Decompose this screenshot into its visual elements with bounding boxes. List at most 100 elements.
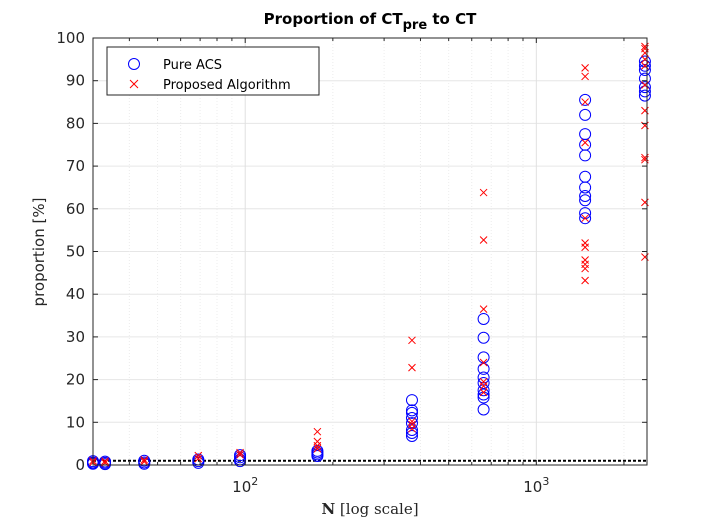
cross-stroke [408,336,416,345]
pure-acs-point [579,128,592,141]
x-axis-label: N [log scale] [321,500,418,518]
cross-stroke [140,456,149,464]
cross-stroke [479,305,488,313]
x-axis-label-symbol: N [321,500,335,518]
pure-acs-point [405,406,418,419]
cross-stroke [479,388,488,397]
pure-acs-point [638,85,651,98]
cross-stroke [194,454,203,463]
proposed-algorithm-point [194,451,203,460]
pure-acs-point [405,394,418,407]
x-tick-label-exponent: 3 [542,475,549,488]
x-tick-label: 103 [523,475,549,496]
cross-stroke [194,451,203,460]
pure-acs-point [579,212,592,225]
cross-stroke [479,236,488,244]
chart-title: Proportion of CTpre to CT [264,10,477,33]
x-tick-label: 102 [232,475,258,496]
axis-ticks [92,37,647,466]
pure-acs-point [638,59,651,72]
proposed-algorithm-point [408,420,416,429]
cross-stroke [581,138,589,147]
proposed-algorithm-point [194,454,203,463]
cross-stroke [313,437,322,446]
y-tick-label: 90 [66,72,85,90]
proposed-algorithm-point [581,64,589,72]
legend-box [106,46,320,96]
pure-acs-point [477,331,490,344]
cross-stroke [101,457,109,466]
pure-acs-point [638,81,651,94]
x-tick-label-base: 10 [232,478,251,496]
title-subscript: pre [403,18,428,33]
y-axis-label: proportion [%] [30,198,48,307]
pure-acs-point [638,72,651,85]
cross-stroke [140,457,149,466]
cross-stroke [236,448,244,457]
y-tick-label: 20 [66,371,85,389]
x-axis-label-rest: [log scale] [335,500,418,518]
pure-acs-point [579,194,592,207]
proposed-algorithm-point [140,456,149,464]
cross-stroke [581,64,589,72]
proposed-algorithm-point [581,276,589,285]
cross-stroke [313,444,322,453]
proposed-algorithm-point [581,256,589,264]
cross-stroke [581,98,589,106]
title-main: Proportion of CT [264,10,404,28]
pure-acs-point [477,388,490,401]
cross-stroke [408,420,416,429]
pure-acs-point [405,426,418,439]
proposed-algorithm-point [581,138,589,147]
cross-stroke [479,358,488,367]
y-tick-label: 60 [66,200,85,218]
pure-acs-point [405,429,418,442]
cross-stroke [313,427,322,436]
pure-acs-point [477,377,490,390]
proposed-algorithm-point [479,388,488,397]
cross-stroke [408,363,416,372]
cross-stroke [581,256,589,264]
cross-stroke [581,214,589,223]
grid-lines [92,37,647,466]
proposed-algorithm-point [479,188,488,197]
pure-acs-point [638,64,651,77]
pure-acs-point [477,362,490,375]
proposed-algorithm-point [313,444,322,453]
cross-stroke [479,377,488,386]
y-tick-label: 100 [56,29,85,47]
cross-stroke [581,276,589,285]
y-tick-label: 40 [66,285,85,303]
pure-acs-point [138,454,151,467]
proposed-algorithm-point [236,450,244,459]
proposed-algorithm-point [408,417,416,426]
proposed-algorithm-point [479,236,488,244]
pure-acs-point [234,449,247,462]
legend-marker-cross [129,79,139,89]
proposed-algorithm-point [236,448,244,457]
y-tick-label: 50 [66,243,85,261]
legend-label-pure-acs: Pure ACS [163,58,222,73]
proposed-algorithm-point [101,457,109,466]
y-tick-label: 30 [66,328,85,346]
pure-acs-point [638,89,651,102]
pure-acs-point [638,55,651,68]
cross-stroke [408,417,416,426]
proposed-algorithm-point [479,358,488,367]
proposed-algorithm-point [140,457,149,466]
x-tick-label-exponent: 2 [251,475,258,488]
pure-acs-point [579,189,592,202]
cross-stroke [236,450,244,459]
cross-stroke [581,72,589,81]
y-tick-label: 0 [75,456,85,474]
pure-acs-point [579,108,592,121]
legend: Pure ACS Proposed Algorithm [106,46,320,96]
pure-acs-point [579,93,592,106]
pure-acs-point [579,170,592,183]
pure-acs-point [477,312,490,325]
y-tick-label: 70 [66,157,85,175]
pure-acs-point [477,403,490,416]
x-tick-label-base: 10 [523,478,542,496]
data-points [87,42,651,471]
proposed-algorithm-point [581,98,589,106]
